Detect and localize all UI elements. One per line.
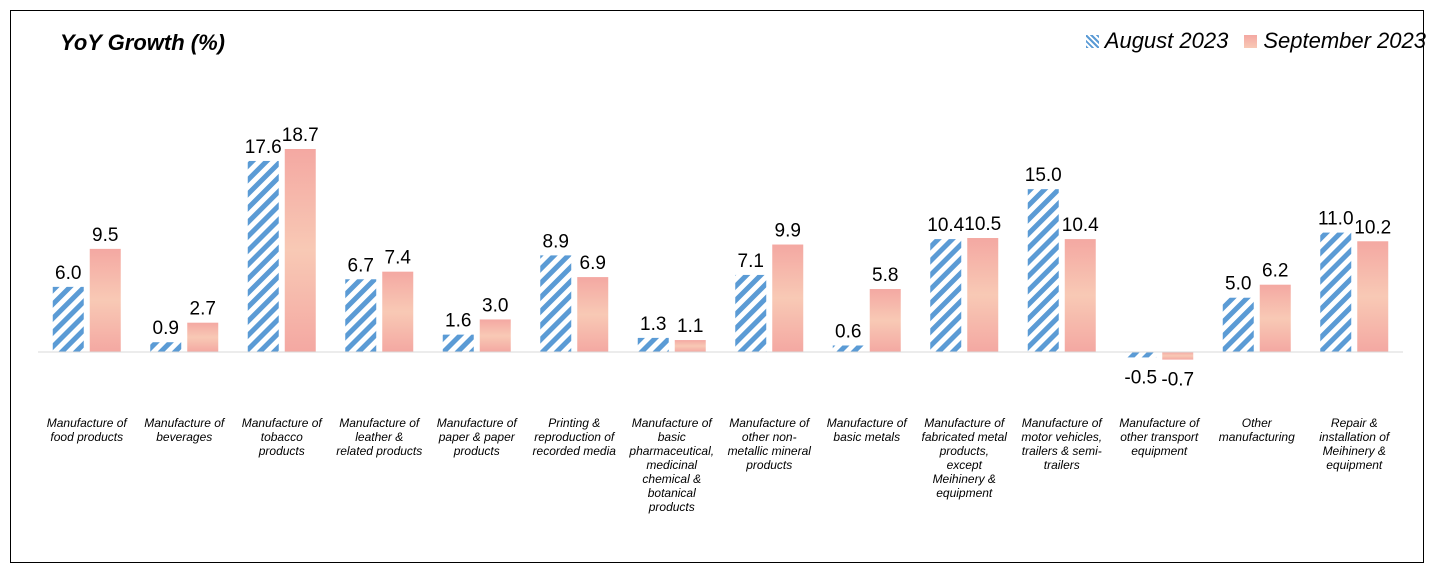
value-label-august-11: -0.5	[1124, 367, 1157, 388]
bar-september-0	[89, 248, 121, 352]
bar-september-6	[674, 340, 706, 352]
bar-august-2	[247, 160, 279, 352]
value-label-august-5: 8.9	[543, 231, 569, 252]
legend-label-august: August 2023	[1104, 28, 1229, 53]
value-label-august-0: 6.0	[55, 263, 81, 284]
chart-frame	[10, 10, 1424, 563]
category-label-3: Manufacture of leather & related products	[336, 416, 423, 458]
value-label-august-13: 11.0	[1318, 209, 1354, 230]
category-label-0: Manufacture of food products	[46, 416, 127, 444]
value-label-august-6: 1.3	[640, 314, 666, 335]
bar-september-8	[869, 289, 901, 352]
bar-august-10	[1027, 189, 1059, 352]
value-label-august-4: 1.6	[445, 311, 471, 332]
bar-september-9	[967, 238, 999, 352]
value-label-september-3: 7.4	[385, 248, 412, 269]
bars-group	[52, 149, 1389, 360]
value-label-august-2: 17.6	[245, 137, 282, 158]
bar-september-3	[382, 271, 414, 352]
value-label-august-9: 10.4	[927, 215, 964, 236]
category-label-10: Manufacture of motor vehicles, trailers & …	[1021, 416, 1103, 472]
value-label-september-12: 6.2	[1262, 261, 1288, 282]
category-label-2: Manufacture of tobacco products	[241, 416, 322, 458]
bar-august-13	[1320, 232, 1352, 352]
value-label-september-6: 1.1	[677, 316, 703, 337]
bar-august-4	[442, 334, 474, 352]
value-label-september-4: 3.0	[482, 295, 508, 316]
value-label-september-13: 10.2	[1354, 217, 1391, 238]
bar-august-6	[637, 337, 669, 352]
category-label-1: Manufacture of beverages	[144, 416, 225, 444]
category-label-5: Printing & reproduction of recorded media	[532, 416, 616, 458]
legend-item-august: August 2023	[1085, 28, 1229, 54]
bar-september-1	[187, 322, 219, 352]
legend-swatch-august	[1085, 34, 1099, 48]
legend: August 2023 September 2023	[1070, 28, 1426, 54]
bar-august-1	[150, 342, 182, 352]
bar-september-5	[577, 277, 609, 352]
legend-swatch-september	[1244, 34, 1258, 48]
bar-september-12	[1259, 284, 1291, 352]
value-label-september-0: 9.5	[92, 225, 118, 246]
bar-august-11	[1125, 352, 1157, 358]
category-label-12: Other manufacturing	[1218, 416, 1295, 444]
bar-september-2	[284, 149, 316, 352]
value-label-september-1: 2.7	[190, 299, 216, 320]
legend-label-september: September 2023	[1263, 28, 1426, 53]
bar-september-13	[1357, 241, 1389, 352]
value-label-september-5: 6.9	[580, 253, 606, 274]
value-label-august-8: 0.6	[835, 321, 861, 342]
value-label-august-10: 15.0	[1025, 165, 1062, 186]
bar-august-8	[832, 345, 864, 352]
legend-item-september: September 2023	[1244, 28, 1426, 54]
category-label-8: Manufacture of basic metals	[826, 416, 907, 444]
bar-september-10	[1064, 239, 1096, 352]
category-label-4: Manufacture of paper & paper products	[436, 416, 517, 458]
category-label-11: Manufacture of other transport equipment	[1119, 416, 1200, 458]
value-label-september-10: 10.4	[1062, 215, 1099, 236]
category-label-9: Manufacture of fabricated metal products, e…	[921, 416, 1007, 500]
category-label-6: Manufacture of basic pharmaceutical, medici…	[629, 416, 715, 514]
value-label-august-1: 0.9	[153, 318, 179, 339]
bar-september-7	[772, 244, 804, 352]
value-label-september-8: 5.8	[872, 265, 898, 286]
value-label-august-3: 6.7	[348, 255, 374, 276]
value-label-august-7: 7.1	[738, 251, 764, 272]
bar-august-5	[540, 255, 572, 352]
category-label-13: Repair & installation of Meihinery & equipm…	[1319, 416, 1390, 472]
bar-august-12	[1222, 297, 1254, 352]
value-label-september-7: 9.9	[775, 221, 801, 242]
chart-title: YoY Growth (%)	[60, 30, 225, 55]
bar-august-9	[930, 239, 962, 352]
bar-september-4	[479, 319, 511, 352]
value-label-september-11: -0.7	[1161, 370, 1194, 391]
bar-august-7	[735, 274, 767, 352]
value-label-september-2: 18.7	[282, 125, 319, 146]
value-label-september-9: 10.5	[964, 214, 1001, 235]
bar-august-3	[345, 279, 377, 352]
value-label-august-12: 5.0	[1225, 274, 1251, 295]
bar-september-11	[1162, 352, 1194, 360]
value-labels-group: 6.0 9.5 0.9 2.7 17.618.7 6.7 7.4 1.6 3.0 8.9 6.9 1.…	[55, 125, 1391, 391]
category-label-7: Manufacture of other non-metallic mineral…	[727, 416, 811, 472]
bar-august-0	[52, 286, 84, 352]
